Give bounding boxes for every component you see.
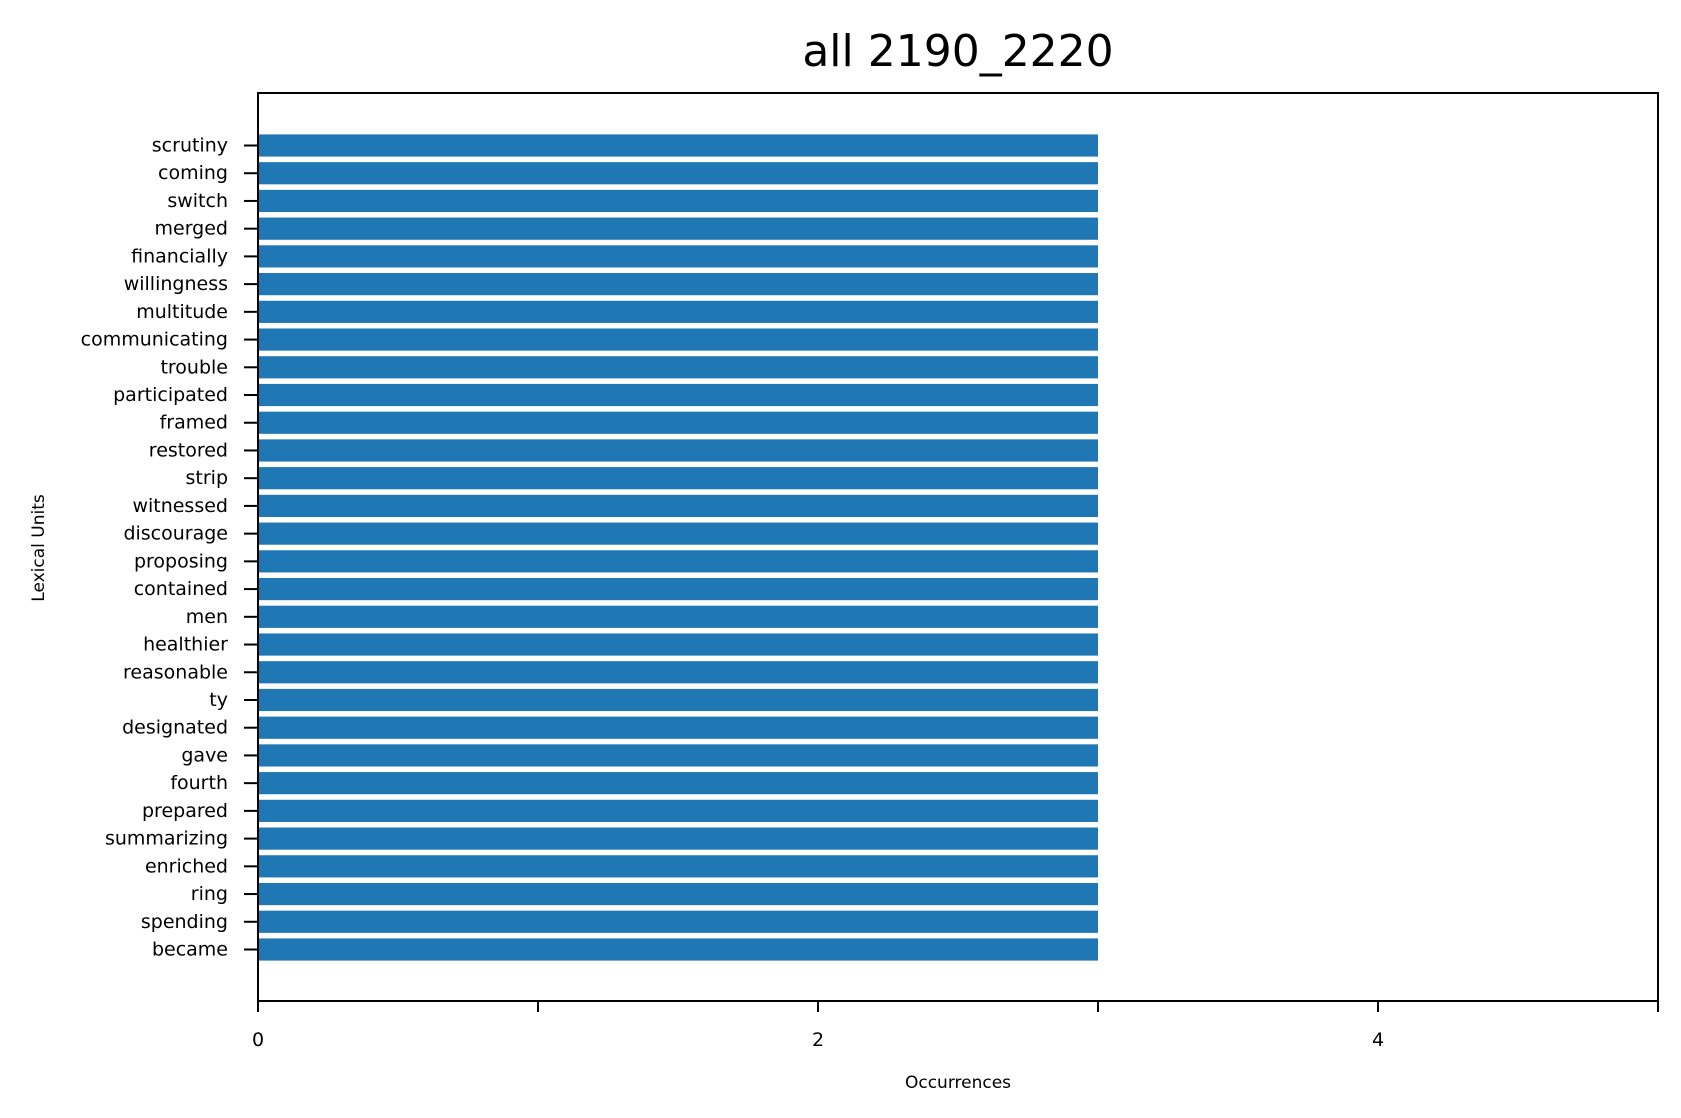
bar-reasonable [258,661,1098,684]
bar-prepared [258,799,1098,822]
bar-framed [258,411,1098,434]
chart-title: all 2190_2220 [802,26,1113,77]
bar-trouble [258,356,1098,379]
bar-spending [258,910,1098,933]
bar-switch [258,189,1098,213]
bar-ring [258,882,1098,906]
bar-fourth [258,772,1098,795]
bar-proposing [258,550,1098,573]
bar-enriched [258,855,1098,878]
y-tick-label: scrutiny [152,135,228,157]
bar-financially [258,245,1098,268]
y-tick-label: proposing [134,550,228,572]
bar-ty [258,688,1098,712]
bar-willingness [258,273,1098,296]
y-tick-label: willingness [124,273,228,295]
y-tick-label: ring [191,883,228,905]
y-tick-label: healthier [143,634,228,656]
y-axis-ticks: scrutiny coming switch merged financially wil… [81,135,258,961]
bar-coming [258,162,1098,185]
y-tick-label: multitude [136,301,228,323]
y-tick-label: became [152,939,228,961]
y-tick-label: ty [209,689,228,711]
bar-participated [258,383,1098,407]
y-tick-label: participated [113,384,228,406]
y-tick-label: framed [160,412,228,434]
x-tick-label: 2 [812,1029,824,1051]
bar-merged [258,217,1098,240]
bar-designated [258,716,1098,739]
bar-multitude [258,300,1098,323]
bar-healthier [258,633,1098,656]
y-tick-label: summarizing [105,828,228,850]
x-tick-label: 4 [1372,1029,1384,1051]
bar-summarizing [258,827,1098,850]
y-tick-label: merged [155,218,229,240]
bar-scrutiny [258,134,1098,157]
y-tick-label: contained [134,578,228,600]
y-tick-label: restored [149,439,228,461]
bar-communicating [258,328,1098,351]
y-tick-label: designated [122,717,228,739]
y-tick-label: trouble [160,356,228,378]
y-tick-label: communicating [81,329,228,351]
bar-strip [258,467,1098,490]
plot-frame [257,92,1659,1002]
y-tick-label: discourage [123,523,228,545]
y-tick-label: fourth [170,772,228,794]
bar-men [258,605,1098,628]
y-tick-label: coming [158,162,228,184]
bar-witnessed [258,494,1098,518]
bar-contained [258,577,1098,601]
y-tick-label: enriched [145,855,228,877]
y-tick-label: prepared [142,800,228,822]
y-tick-label: switch [167,190,228,212]
y-axis-label: Lexical Units [29,494,49,602]
y-tick-label: strip [186,467,229,489]
x-axis-ticks: 0 2 4 [252,1001,1659,1051]
y-tick-label: spending [141,911,228,933]
bar-discourage [258,522,1098,545]
y-tick-label: financially [131,245,228,267]
y-tick-label: gave [181,744,228,766]
bars-group [258,134,1098,961]
x-tick-label: 0 [252,1029,264,1051]
bar-restored [258,439,1098,462]
y-tick-label: men [186,606,228,628]
x-axis-label: Occurrences [905,1073,1011,1093]
bar-became [258,938,1098,961]
bar-gave [258,744,1098,767]
y-tick-label: reasonable [123,661,228,683]
y-tick-label: witnessed [132,495,228,517]
